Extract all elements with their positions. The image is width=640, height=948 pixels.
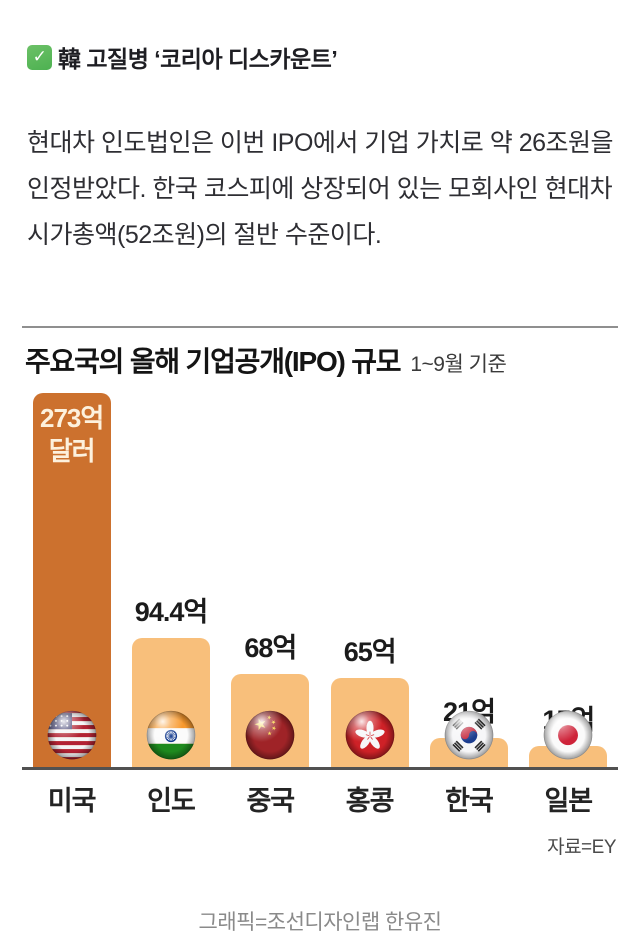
chart-header: 주요국의 올해 기업공개(IPO) 규모 1~9월 기준	[22, 340, 618, 380]
korea-flag-icon	[443, 710, 495, 762]
chart-title: 주요국의 올해 기업공개(IPO) 규모	[25, 346, 402, 377]
bar-column-미국: 273억 달러	[22, 380, 121, 767]
axis-label-인도: 인도	[147, 786, 196, 816]
bar-column-한국: 21억	[419, 380, 518, 767]
bar-value-label: 94.4억	[134, 597, 208, 627]
chart-source: 자료=EY	[547, 837, 616, 858]
chart-subtitle: 1~9월 기준	[410, 353, 507, 376]
axis-label-홍콩: 홍콩	[345, 786, 395, 816]
bar-value-label: 65억	[343, 637, 397, 667]
axis-label-중국: 중국	[246, 786, 295, 816]
chart-top-divider	[22, 326, 618, 328]
article-heading: ✓ 韓 고질병 ‘코리아 디스카운트’	[27, 40, 613, 74]
china-flag-icon	[244, 710, 296, 762]
check-mark-icon: ✓	[27, 44, 52, 70]
bar-column-인도: 94.4억	[121, 380, 220, 767]
article-paragraph: 현대차 인도법인은 이번 IPO에서 기업 가치로 약 26조원을 인정받았다.…	[27, 129, 614, 249]
chart-plot: 273억 달러 94.4억 68억 65억 21억15억	[22, 380, 618, 770]
bar-value-label: 68억	[244, 633, 297, 663]
axis-label-미국: 미국	[47, 786, 97, 816]
usa-flag-icon	[46, 710, 98, 762]
india-flag-icon	[145, 710, 197, 762]
hongkong-flag-icon	[344, 710, 396, 762]
axis-label-일본: 일본	[544, 786, 593, 816]
bar-column-홍콩: 65억	[320, 380, 419, 767]
ipo-chart: 주요국의 올해 기업공개(IPO) 규모 1~9월 기준 273억 달러 94.4…	[22, 326, 618, 859]
axis-label-한국: 한국	[445, 786, 494, 816]
japan-flag-icon	[542, 710, 594, 762]
graphic-credit: 그래픽=조선디자인랩 한유진	[198, 911, 442, 934]
bar-column-중국: 68억	[221, 380, 320, 767]
chart-axis-labels: 미국 인도 중국 홍콩 한국 일본	[22, 770, 618, 818]
bar-value-label: 273억 달러	[40, 403, 104, 466]
bar: 273억 달러	[32, 393, 111, 767]
article-heading-text: 韓 고질병 ‘코리아 디스카운트’	[58, 46, 338, 72]
bar-column-일본: 15억	[519, 380, 618, 767]
